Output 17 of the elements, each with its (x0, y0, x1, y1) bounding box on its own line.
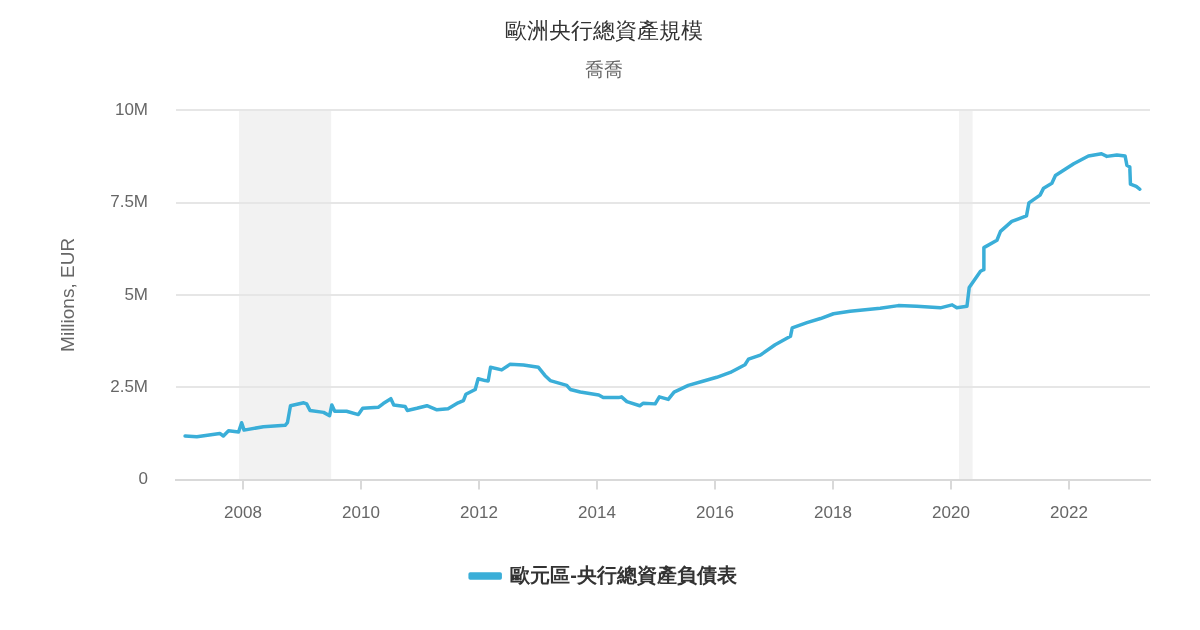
x-tick-label: 2020 (932, 503, 970, 523)
x-tick-label: 2016 (696, 503, 734, 523)
x-tick-label: 2018 (814, 503, 852, 523)
y-tick-label: 2.5M (110, 376, 148, 396)
y-tick-label: 0 (138, 469, 148, 489)
x-tick-label: 2010 (342, 503, 380, 523)
y-tick-label: 7.5M (110, 192, 148, 212)
chart-subtitle: 喬喬 (584, 59, 623, 81)
y-tick-label: 10M (114, 99, 148, 119)
y-tick-label: 5M (124, 284, 148, 304)
x-tick-label: 2008 (224, 503, 262, 523)
chart-title: 歐洲央行總資產規模 (504, 18, 703, 44)
x-tick-label: 2014 (578, 503, 616, 523)
legend-label: 歐元區-央行總資產負債表 (510, 563, 737, 586)
x-tick-label: 2012 (460, 503, 498, 523)
y-axis-title: Millions, EUR (56, 237, 78, 352)
x-tick-label: 2022 (1050, 503, 1088, 523)
